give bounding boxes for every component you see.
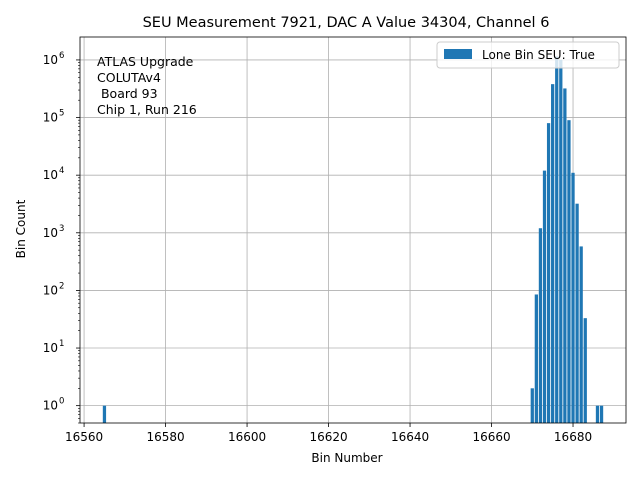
y-tick-label: 10 <box>43 399 58 413</box>
x-tick-label: 16620 <box>309 430 347 444</box>
y-tick-exponent: 3 <box>59 224 64 234</box>
legend: Lone Bin SEU: True <box>436 41 620 69</box>
annotation-line: COLUTAv4 <box>97 70 161 85</box>
bar <box>567 120 571 423</box>
y-tick-label: 10 <box>43 168 58 182</box>
annotation-line: Board 93 <box>97 86 158 101</box>
bar <box>575 203 579 423</box>
x-axis-ticks: 16560 16580 16600 16620 16640 16660 16680 <box>65 423 592 444</box>
x-tick-label: 16660 <box>472 430 510 444</box>
y-tick-exponent: 2 <box>59 281 64 291</box>
legend-frame <box>436 41 620 69</box>
x-tick-label: 16680 <box>554 430 592 444</box>
chart-title: SEU Measurement 7921, DAC A Value 34304,… <box>143 15 550 31</box>
y-tick-exponent: 4 <box>59 166 64 176</box>
bar <box>546 123 551 423</box>
bar <box>102 405 107 423</box>
y-tick-exponent: 1 <box>59 339 64 349</box>
bar <box>599 405 604 423</box>
legend-swatch <box>444 49 472 59</box>
y-tick-label: 10 <box>43 283 58 297</box>
bar <box>563 88 567 424</box>
x-tick-label: 16600 <box>228 430 266 444</box>
y-tick-label: 10 <box>43 53 58 67</box>
bar <box>542 170 547 423</box>
bar <box>538 228 543 423</box>
bar <box>595 405 600 423</box>
bar <box>530 388 534 423</box>
legend-label: Lone Bin SEU: True <box>482 48 595 62</box>
y-tick-label: 10 <box>43 341 58 355</box>
annotation-line: Chip 1, Run 216 <box>97 102 197 117</box>
y-tick-exponent: 0 <box>59 397 64 407</box>
x-tick-label: 16580 <box>146 430 184 444</box>
y-axis-label: Bin Count <box>14 199 28 258</box>
x-tick-label: 16560 <box>65 430 103 444</box>
bar <box>559 59 563 423</box>
axes <box>79 36 627 424</box>
y-tick-label: 10 <box>43 226 58 240</box>
y-tick-exponent: 5 <box>59 109 64 119</box>
bar <box>555 56 559 424</box>
bar <box>579 246 583 423</box>
y-tick-label: 10 <box>43 111 58 125</box>
bars <box>102 56 604 424</box>
x-axis-label: Bin Number <box>311 451 382 465</box>
bar <box>571 172 575 423</box>
x-tick-label: 16640 <box>391 430 429 444</box>
bar <box>583 318 587 423</box>
bar <box>534 294 538 423</box>
bar <box>551 84 555 423</box>
y-tick-exponent: 6 <box>59 51 64 61</box>
annotation-line: ATLAS Upgrade <box>97 54 194 69</box>
plot-frame <box>79 36 627 424</box>
